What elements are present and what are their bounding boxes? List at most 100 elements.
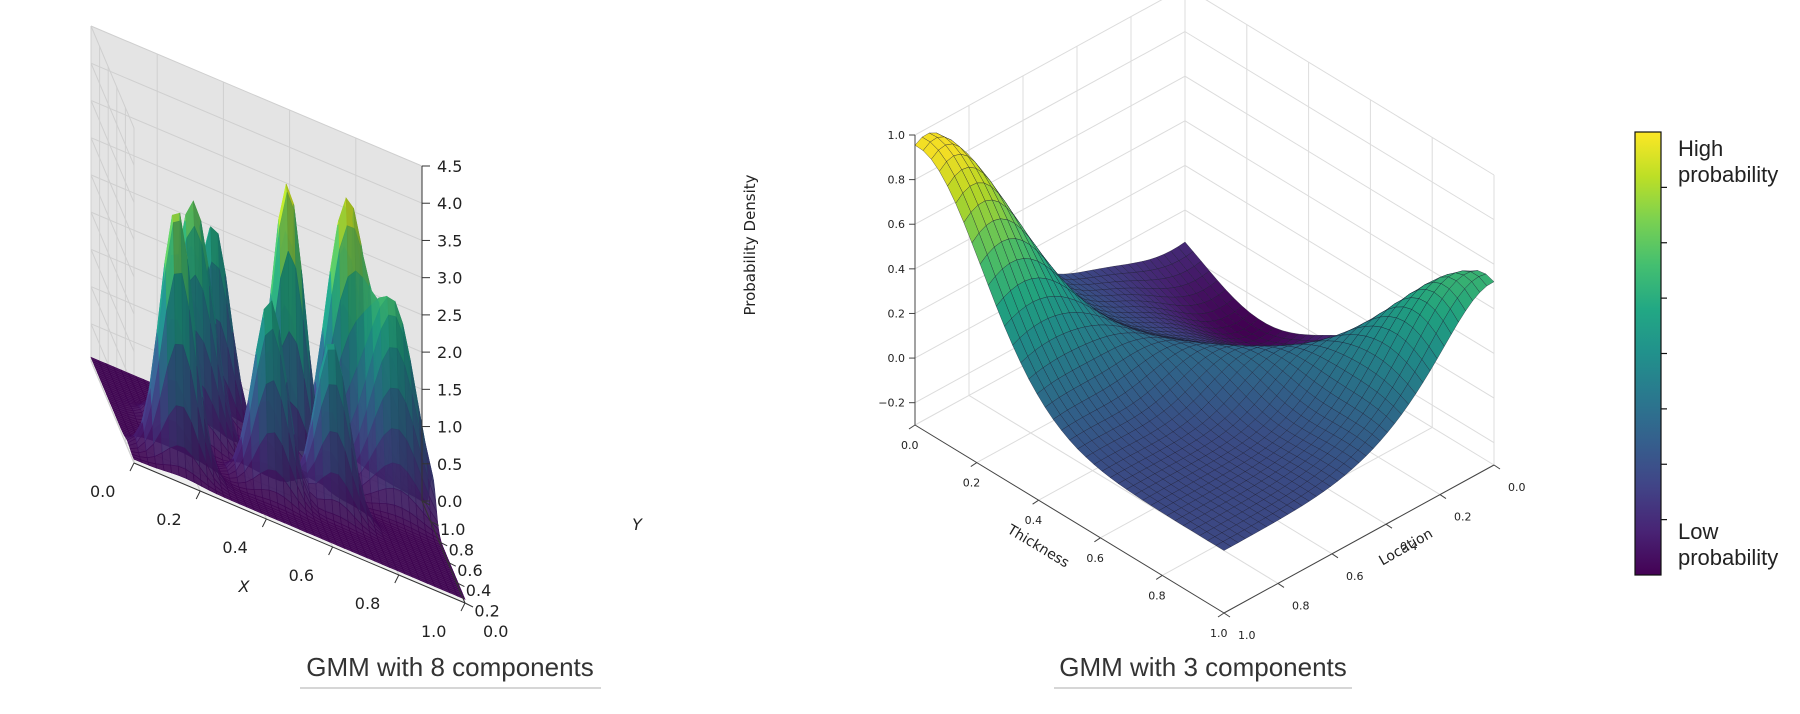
grid-line (1184, 75, 1495, 265)
pane-left (915, 0, 1185, 425)
thickness-tick-label: 1.0 (1210, 627, 1228, 640)
thickness-tick-label: 0.2 (963, 477, 981, 490)
surface-cell (392, 462, 402, 492)
surface-cell (267, 469, 277, 494)
surface-cell (173, 272, 184, 346)
surface-cell (391, 428, 401, 466)
x-tick (460, 602, 466, 612)
thickness-tick (908, 424, 916, 430)
thickness-tick (1032, 499, 1039, 505)
surface-cell (390, 387, 400, 431)
grid-line (90, 360, 135, 464)
gmm-3-chart: 0.0 0.2 0.4 0.6 0.8 1.0 0.0 0.2 0.4 0.6 0.8 1.0 −0.2… (878, 0, 1526, 689)
surface-cell (175, 405, 186, 449)
surface-cell (176, 445, 187, 470)
surface-cell (260, 469, 270, 491)
grid-line (1184, 209, 1495, 399)
location-tick-label: 0.4 (1400, 540, 1418, 553)
gmm-8-y-axis-label: Y (632, 515, 643, 534)
grid-line (90, 25, 423, 167)
gmm-3-location-axis-label: Location (1376, 526, 1435, 569)
surface-cell (264, 328, 275, 385)
grid-line (90, 174, 135, 278)
grid-line (90, 62, 423, 204)
grid-line (90, 249, 135, 352)
location-tick-label: 0.8 (1292, 599, 1310, 612)
colorbar-high-label-line1: High (1678, 136, 1723, 161)
thickness-tick (970, 462, 978, 468)
colorbar-gradient (1634, 131, 1662, 576)
thickness-tick-label: 0.0 (901, 439, 919, 452)
gmm-8-chart: 0.00.20.40.60.81.0 0.00.20.40.60.81.00.00… (90, 25, 759, 689)
y-tick (421, 500, 431, 506)
colorbar-low-label-line1: Low (1678, 519, 1718, 544)
thickness-tick-label: 0.6 (1086, 552, 1104, 565)
y-tick (430, 520, 439, 526)
surface-cell (389, 347, 399, 390)
gmm-3-caption: GMM with 3 components (1059, 652, 1347, 682)
location-axis-line (1223, 464, 1495, 614)
thickness-tick (1094, 537, 1101, 543)
thickness-axis-line (914, 424, 1225, 614)
gmm-8-density-surface (90, 183, 466, 600)
surface-cell (174, 343, 185, 408)
z-tick-label: 1.0 (888, 129, 906, 142)
y-tick-label: 0.4 (466, 581, 491, 600)
z-tick-label: 1.0 (437, 418, 462, 437)
surface-cell (169, 445, 179, 467)
x-tick-label: 0.4 (222, 538, 247, 557)
surface-cell (385, 487, 395, 506)
y-tick-label: 0.0 (483, 622, 508, 641)
grid-line (90, 99, 423, 241)
colorbar-low-label: Low probability (1678, 519, 1778, 570)
z-tick-label: 0.5 (437, 455, 462, 474)
thickness-tick (1155, 574, 1163, 580)
location-tick-label: 0.0 (1508, 481, 1526, 494)
surface-cell (330, 472, 340, 503)
colorbar-low-label-line2: probability (1678, 545, 1778, 570)
y-tick-label: 0.6 (457, 561, 482, 580)
location-tick (1439, 494, 1447, 500)
x-tick (261, 518, 267, 528)
gmm-8-x-axis-label: X (238, 577, 251, 596)
grid-line (1184, 31, 1495, 221)
location-tick-label: 0.2 (1454, 511, 1472, 524)
x-tick-label: 0.6 (289, 566, 314, 585)
thickness-tick (1217, 612, 1225, 618)
y-tick-label: 0.8 (449, 540, 474, 559)
grid-line (90, 25, 135, 129)
grid-line (968, 394, 1279, 584)
grid-line (90, 100, 135, 203)
x-axis-line (133, 462, 466, 604)
surface-cell (378, 488, 388, 505)
gmm-8-caption: GMM with 8 components (306, 652, 594, 682)
surface-cell (383, 427, 393, 467)
y-tick (447, 561, 457, 567)
surface-cell (172, 220, 183, 275)
grid-line (90, 137, 135, 240)
x-tick (394, 574, 400, 584)
z-tick-label: 3.5 (437, 231, 462, 250)
z-tick-label: 0.2 (888, 307, 906, 320)
y-tick (464, 602, 474, 608)
z-tick-label: 0.0 (437, 492, 462, 511)
x-tick-label: 0.0 (90, 482, 115, 501)
location-tick-label: 1.0 (1238, 629, 1256, 642)
thickness-tick-label: 0.8 (1148, 589, 1166, 602)
gmm-3-thickness-axis-label: Thickness (1003, 521, 1071, 571)
colorbar: High probability Low probability (1634, 131, 1778, 576)
location-tick (1277, 582, 1285, 588)
z-tick-label: 0.6 (888, 218, 906, 231)
y-tick (456, 582, 465, 588)
z-tick-label: 1.5 (437, 380, 462, 399)
surface-cell (323, 471, 333, 500)
y-tick-label: 1.0 (440, 520, 465, 539)
z-tick-label: 4.0 (437, 194, 462, 213)
surface-cell (327, 349, 337, 386)
grid-line (914, 120, 1186, 270)
grid-line (914, 165, 1186, 314)
x-tick-label: 0.2 (156, 510, 181, 529)
grid-line (90, 286, 135, 389)
location-tick (1385, 523, 1393, 529)
